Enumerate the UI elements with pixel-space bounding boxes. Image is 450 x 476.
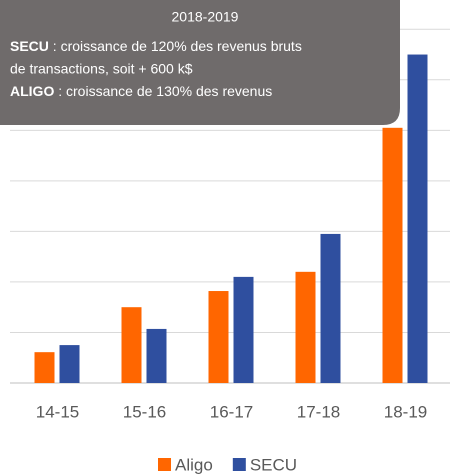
annotation-heading: 2018-2019 [172, 9, 239, 25]
annotation-box [0, 0, 400, 125]
legend-label: Aligo [175, 455, 213, 474]
bar [121, 307, 142, 383]
bar [295, 271, 316, 383]
bar [382, 127, 403, 383]
annotation-text: : croissance de 130% des revenus [54, 83, 272, 99]
legend-swatch [158, 458, 171, 471]
x-tick-label: 14-15 [36, 402, 79, 421]
annotation-text: SECU [10, 38, 49, 54]
x-tick-label: 16-17 [210, 402, 253, 421]
bar [34, 352, 55, 383]
annotation-line: SECU : croissance de 120% des revenus br… [10, 38, 302, 54]
bar [59, 345, 80, 383]
bar [233, 276, 254, 383]
annotation-line: ALIGO : croissance de 130% des revenus [10, 83, 272, 99]
annotation-text: de transactions, soit + 600 k$ [10, 60, 193, 76]
x-tick-label: 15-16 [123, 402, 166, 421]
annotation-text: ALIGO [10, 83, 54, 99]
x-tick-label: 18-19 [384, 402, 427, 421]
annotation-text: : croissance de 120% des revenus bruts [49, 38, 302, 54]
legend-label: SECU [250, 455, 297, 474]
bar [208, 291, 229, 383]
bar [407, 54, 428, 384]
legend-swatch [232, 458, 246, 471]
bar [320, 233, 341, 383]
bar [146, 328, 167, 383]
x-tick-label: 17-18 [297, 402, 340, 421]
annotation-line: de transactions, soit + 600 k$ [10, 60, 193, 76]
